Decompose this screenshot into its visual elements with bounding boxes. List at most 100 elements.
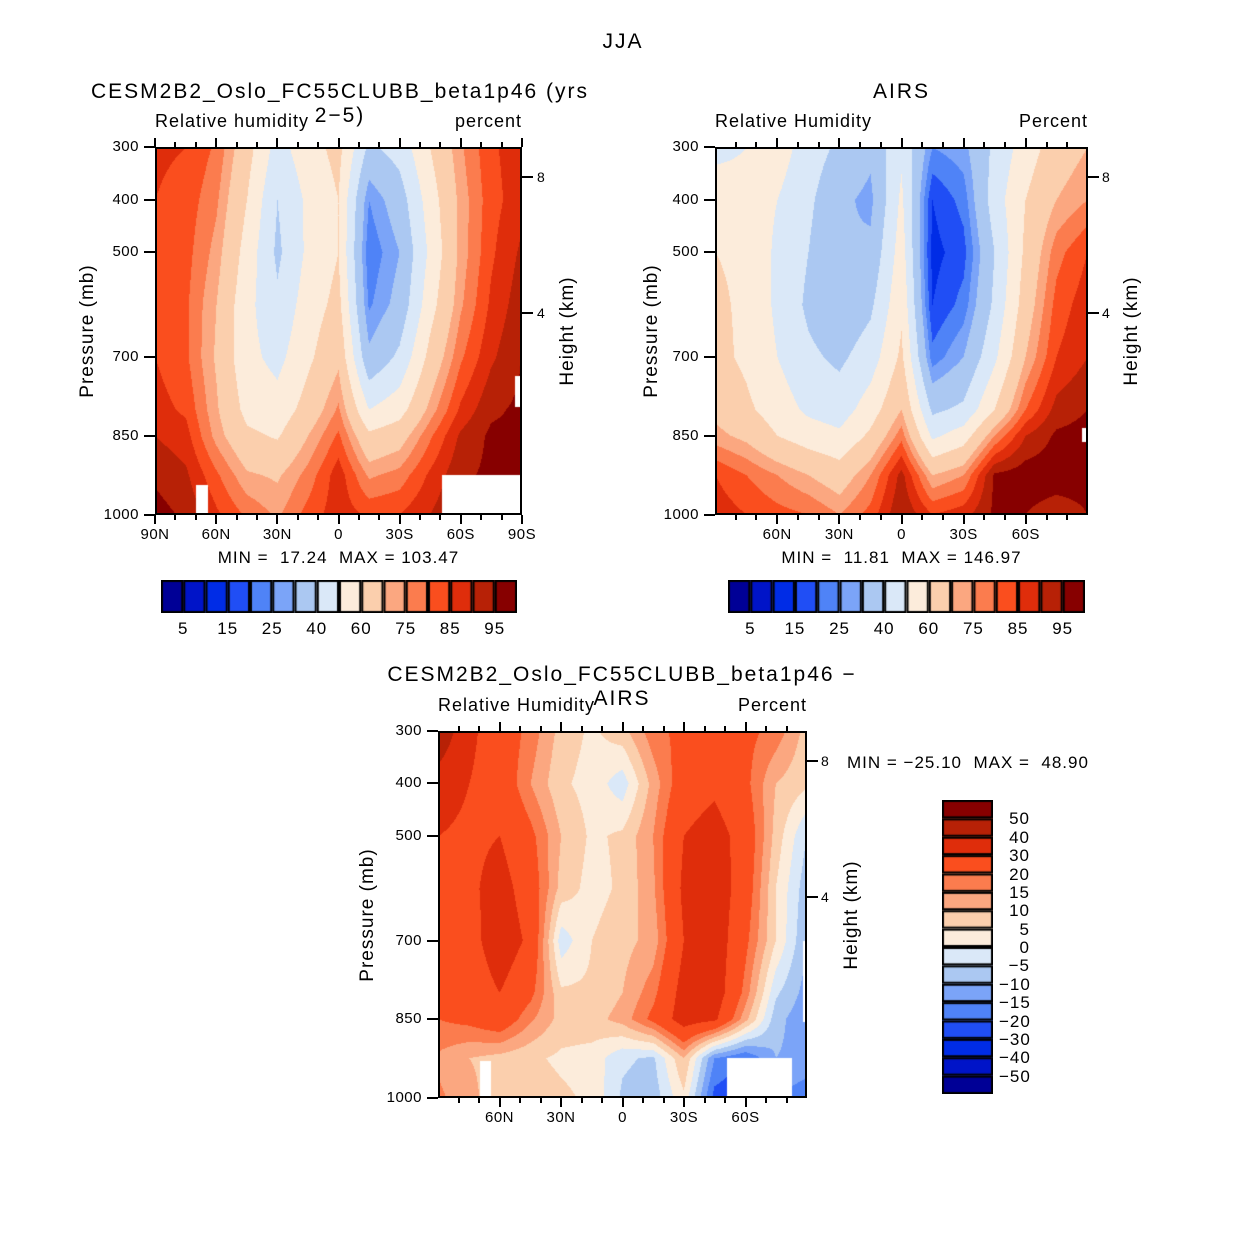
pressure-tick [144, 356, 155, 359]
x-minor-tick-top [378, 142, 381, 147]
x-minor-tick [378, 515, 381, 520]
x-tick-label: 30S [669, 1109, 699, 1126]
pressure-tick-label: 850 [395, 1010, 422, 1028]
x-minor-tick-top [419, 142, 422, 147]
x-minor-tick [194, 515, 197, 520]
x-minor-tick-top [296, 142, 299, 147]
colorbar-label: −50 [999, 1066, 1031, 1086]
airs-plot-frame [715, 147, 1088, 515]
x-minor-tick-top [174, 142, 177, 147]
pressure-tick-label: 850 [672, 427, 699, 445]
x-minor-tick [796, 515, 799, 520]
colorbar-label: −5 [1008, 956, 1030, 976]
x-tick-label: 60S [446, 526, 475, 543]
x-minor-tick [1045, 515, 1048, 520]
pressure-tick [704, 514, 715, 516]
x-minor-tick [765, 1098, 767, 1103]
x-minor-tick-top [921, 142, 924, 147]
x-minor-tick [601, 1098, 603, 1103]
airs-panel-title: AIRS [872, 80, 930, 103]
x-tick-label: 90S [507, 526, 537, 543]
pressure-tick [704, 356, 715, 359]
pressure-tick [704, 251, 715, 254]
x-minor-tick [296, 515, 299, 520]
x-minor-tick-top [357, 142, 360, 147]
x-minor-tick-top [785, 726, 788, 731]
colorbar-label: 10 [1009, 901, 1030, 921]
airs-subtitle-left: Relative Humidity [715, 111, 873, 131]
x-minor-tick [478, 1098, 480, 1103]
x-major-tick [215, 515, 218, 524]
pressure-tick [427, 782, 438, 785]
x-minor-tick-top [879, 142, 882, 147]
x-tick-label: 0 [334, 526, 343, 543]
x-minor-tick-top [194, 142, 197, 147]
x-major-tick-top [521, 138, 523, 147]
x-minor-tick [785, 1098, 788, 1103]
x-minor-tick-top [457, 726, 460, 731]
model-plot-frame [155, 147, 522, 515]
x-major-tick-top [838, 138, 841, 147]
x-minor-tick-top [480, 142, 483, 147]
pressure-tick [427, 834, 438, 837]
x-major-tick [498, 1098, 501, 1107]
x-minor-tick [859, 515, 862, 520]
x-minor-tick [734, 515, 737, 520]
x-minor-tick-top [478, 726, 480, 731]
x-minor-tick-top [235, 142, 238, 147]
colorbar-label: −15 [999, 993, 1031, 1013]
x-tick-label: 60N [201, 526, 231, 543]
colorbar-label: 75 [395, 619, 417, 638]
x-minor-tick-top [859, 142, 862, 147]
pressure-tick-label: 700 [395, 931, 422, 949]
colorbar-label: −10 [999, 974, 1031, 994]
pressure-tick-label: 500 [395, 826, 422, 844]
x-minor-tick [500, 515, 503, 520]
pressure-tick [144, 435, 155, 438]
x-tick-label: 30N [262, 526, 292, 543]
x-major-tick-top [900, 138, 903, 147]
diff-panel-title: CESM2B2_Oslo_FC55CLUBB_beta1p46 − AIRS [387, 663, 857, 710]
pressure-tick-label: 400 [395, 774, 422, 792]
pressure-tick [427, 1018, 438, 1021]
pressure-tick [427, 1097, 438, 1099]
x-minor-tick-top [519, 726, 521, 731]
height-tick-label: 8 [537, 168, 545, 185]
x-minor-tick-top [734, 142, 737, 147]
x-tick-label: 0 [618, 1109, 627, 1126]
height-tick [807, 895, 818, 898]
x-minor-tick [457, 1098, 460, 1103]
diff-contour-canvas [438, 731, 807, 1098]
colorbar-label: 40 [873, 619, 895, 638]
x-minor-tick-top [255, 142, 258, 147]
height-tick [1088, 175, 1099, 178]
pressure-tick-label: 850 [112, 427, 139, 445]
pressure-tick [144, 514, 155, 516]
colorbar-label: 30 [1009, 846, 1030, 866]
x-major-tick [459, 515, 462, 524]
x-tick-label: 30S [385, 526, 414, 543]
x-minor-tick [1066, 515, 1069, 520]
x-major-tick-top [776, 138, 779, 147]
colorbar-label: 85 [439, 619, 461, 638]
colorbar-label: 20 [1009, 864, 1030, 884]
x-tick-label: 60N [762, 526, 792, 543]
x-major-tick [838, 515, 841, 524]
x-major-tick-top [154, 138, 156, 147]
pressure-tick-label: 700 [672, 348, 699, 366]
pressure-tick-label: 1000 [103, 506, 139, 523]
x-minor-tick [480, 515, 483, 520]
pressure-tick-label: 400 [112, 190, 139, 208]
x-major-tick-top [962, 138, 965, 147]
pressure-tick-label: 700 [112, 348, 139, 366]
model-minmax-stats: MIN = 17.24 MAX = 103.47 [217, 548, 460, 567]
model-subtitle-right: percent [454, 111, 522, 131]
x-major-tick-top [337, 138, 340, 147]
x-minor-tick [703, 1098, 706, 1103]
x-major-tick [962, 515, 965, 524]
x-minor-tick [235, 515, 238, 520]
x-minor-tick [1004, 515, 1007, 520]
x-minor-tick [983, 515, 986, 520]
x-minor-tick-top [941, 142, 944, 147]
